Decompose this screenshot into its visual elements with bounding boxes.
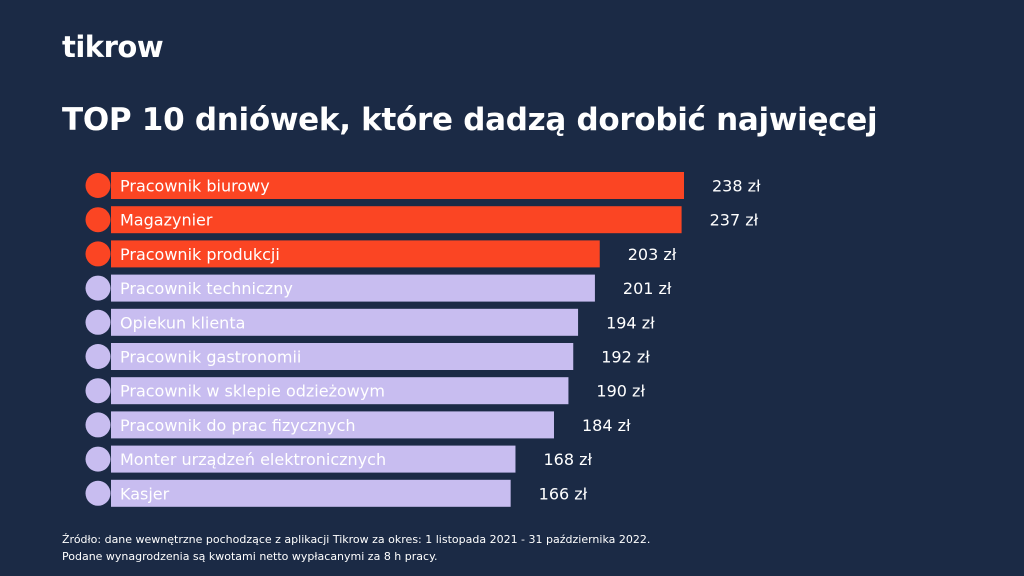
bar-2 xyxy=(111,206,682,234)
bar-cap-4 xyxy=(85,275,111,301)
bar-value-label: 192 zł xyxy=(601,348,650,367)
bar-category-label: Pracownik biurowy xyxy=(120,177,270,196)
bar-value-label: 237 zł xyxy=(710,211,759,230)
bar-3 xyxy=(111,240,600,268)
bar-cap-9 xyxy=(85,446,111,472)
bar-8 xyxy=(111,411,554,439)
bar-category-label: Monter urządzeń elektronicznych xyxy=(120,450,386,469)
bar-cap-10 xyxy=(85,480,111,506)
bar-category-label: Pracownik produkcji xyxy=(120,245,280,264)
bar-cap-7 xyxy=(85,378,111,404)
brand-logo: tikrow xyxy=(62,30,164,64)
bar-category-label: Opiekun klienta xyxy=(120,313,245,332)
bar-value-label: 201 zł xyxy=(623,279,672,298)
bar-category-label: Pracownik techniczny xyxy=(120,279,293,298)
bar-9 xyxy=(111,445,516,473)
source-footnote: Źródło: dane wewnętrzne pochodzące z apl… xyxy=(62,531,650,565)
bar-6 xyxy=(111,343,574,370)
bar-category-label: Magazynier xyxy=(120,211,213,230)
bar-10 xyxy=(111,479,511,507)
bar-category-label: Kasjer xyxy=(120,484,170,503)
bar-value-label: 194 zł xyxy=(606,313,655,332)
bar-cap-5 xyxy=(85,309,111,335)
bar-value-label: 203 zł xyxy=(628,245,677,264)
bar-cap-2 xyxy=(85,207,111,233)
bar-value-label: 184 zł xyxy=(582,416,631,435)
bar-value-label: 238 zł xyxy=(712,177,761,196)
bar-category-label: Pracownik do prac fizycznych xyxy=(120,416,356,435)
bar-cap-1 xyxy=(85,173,111,198)
bar-7 xyxy=(111,377,569,405)
chart-title: TOP 10 dniówek, które dadzą dorobić najw… xyxy=(62,102,878,138)
bar-cap-6 xyxy=(85,344,111,369)
bar-value-label: 166 zł xyxy=(539,484,588,503)
bar-5 xyxy=(111,308,579,336)
footnote-source: Źródło: dane wewnętrzne pochodzące z apl… xyxy=(62,533,651,546)
footnote-note: Podane wynagrodzenia są kwotami netto wy… xyxy=(62,550,438,563)
bar-category-label: Pracownik w sklepie odzieżowym xyxy=(120,382,385,401)
bar-category-label: Pracownik gastronomii xyxy=(120,348,301,367)
bar-value-label: 168 zł xyxy=(543,450,592,469)
bar-cap-8 xyxy=(85,412,111,438)
bar-4 xyxy=(111,274,595,302)
bar-value-label: 190 zł xyxy=(596,382,645,401)
bar-1 xyxy=(111,172,684,199)
bar-cap-3 xyxy=(85,241,111,267)
